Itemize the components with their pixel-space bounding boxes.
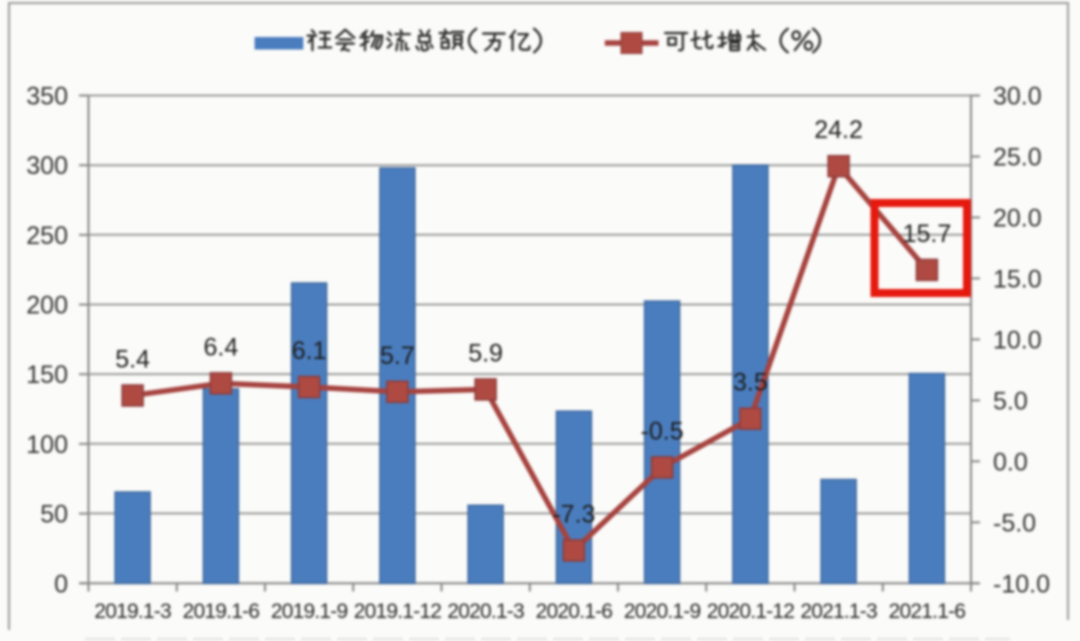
svg-text:5.0: 5.0 [993, 387, 1028, 415]
svg-text:50: 50 [40, 501, 68, 529]
svg-text:5.7: 5.7 [380, 342, 415, 370]
svg-text:2019.1-6: 2019.1-6 [183, 600, 260, 623]
svg-text:15.0: 15.0 [993, 265, 1042, 293]
svg-text:2021.1-3: 2021.1-3 [800, 600, 877, 623]
svg-text:2020.1-9: 2020.1-9 [624, 600, 701, 623]
svg-text:24.2: 24.2 [814, 116, 863, 144]
svg-text:2019.1-12: 2019.1-12 [354, 600, 442, 623]
svg-text:2019.1-9: 2019.1-9 [271, 600, 348, 623]
svg-text:200: 200 [26, 292, 68, 320]
svg-text:2020.1-12: 2020.1-12 [707, 600, 795, 623]
svg-text:5.4: 5.4 [115, 346, 150, 374]
svg-text:5.9: 5.9 [468, 339, 503, 367]
svg-text:100: 100 [26, 431, 68, 459]
svg-text:2020.1-3: 2020.1-3 [447, 600, 524, 623]
svg-text:250: 250 [26, 222, 68, 250]
svg-text:3.5: 3.5 [733, 369, 768, 397]
svg-text:15.7: 15.7 [903, 220, 952, 248]
svg-text:6.1: 6.1 [292, 337, 327, 365]
svg-text:2021.1-6: 2021.1-6 [889, 600, 966, 623]
svg-text:10.0: 10.0 [993, 326, 1042, 354]
svg-text:-5.0: -5.0 [993, 509, 1036, 537]
svg-text:0.0: 0.0 [993, 448, 1028, 476]
svg-text:30.0: 30.0 [993, 83, 1042, 111]
svg-text:2019.1-3: 2019.1-3 [94, 600, 171, 623]
svg-text:2020.1-6: 2020.1-6 [536, 600, 613, 623]
svg-text:20.0: 20.0 [993, 204, 1042, 232]
svg-text:150: 150 [26, 361, 68, 389]
svg-text:300: 300 [26, 152, 68, 180]
svg-text:-7.3: -7.3 [552, 500, 595, 528]
svg-text:350: 350 [26, 83, 68, 111]
svg-text:-0.5: -0.5 [641, 417, 684, 445]
svg-text:6.4: 6.4 [204, 333, 239, 361]
svg-text:0: 0 [54, 570, 68, 598]
svg-text:-10.0: -10.0 [993, 570, 1050, 598]
svg-text:25.0: 25.0 [993, 144, 1042, 172]
